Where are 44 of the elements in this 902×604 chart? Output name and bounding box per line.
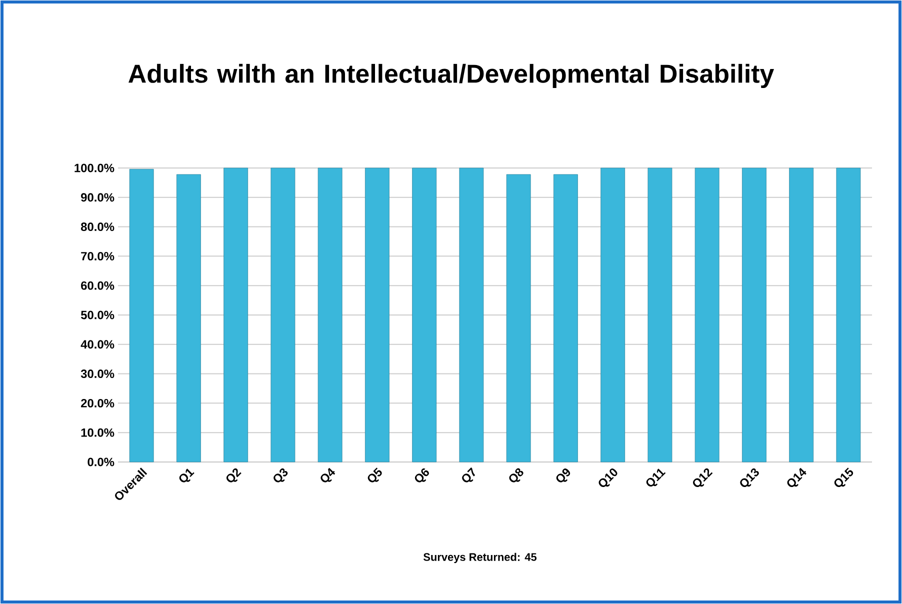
bar — [224, 168, 248, 462]
x-tick-label: Q3 — [274, 468, 288, 482]
y-tick-label: 20.0% — [81, 398, 114, 408]
x-tick-label: Q11 — [646, 468, 666, 487]
y-tick-label: 60.0% — [81, 281, 114, 290]
x-tick-label: Q4 — [320, 468, 336, 482]
y-tick-label: 80.0% — [80, 222, 114, 232]
x-tick-label: Q9 — [556, 468, 570, 482]
bar — [506, 174, 531, 462]
y-tick-label: 70.0% — [81, 252, 114, 260]
bar — [648, 168, 672, 462]
x-tick-label: Q2 — [226, 468, 242, 482]
bar — [553, 174, 578, 462]
y-tick-label: 0.0% — [88, 458, 114, 466]
bar — [694, 168, 720, 462]
y-tick-label: 90.0% — [81, 193, 114, 202]
y-tick-label: 30.0% — [80, 370, 114, 378]
bar — [836, 168, 861, 462]
x-tick-label: Q10 — [598, 468, 618, 488]
bar — [742, 168, 766, 462]
bar — [176, 174, 201, 462]
x-tick-label: Q1 — [179, 468, 194, 482]
x-tick-label: Q8 — [509, 468, 524, 482]
bar — [364, 168, 390, 462]
x-tick-label: Q14 — [787, 468, 806, 488]
x-tick-label: Q7 — [462, 467, 476, 482]
x-tick-label: Q5 — [368, 468, 382, 482]
y-tick-label: 50.0% — [80, 310, 114, 320]
bar — [600, 168, 626, 462]
bar — [789, 168, 814, 462]
bar — [459, 168, 484, 462]
bar — [270, 168, 296, 462]
x-tick-label: Q12 — [693, 468, 713, 488]
y-tick-label: 100.0% — [74, 164, 114, 172]
x-tick-label: Q6 — [414, 468, 429, 482]
y-tick-label: 40.0% — [80, 340, 114, 349]
text: Surveys Returned: 45 — [423, 552, 537, 564]
bar — [129, 168, 154, 462]
x-tick-label: Q15 — [834, 468, 854, 488]
y-tick-label: 10.0% — [81, 428, 114, 437]
bar — [412, 168, 437, 462]
bar — [318, 168, 342, 462]
x-tick-label: Q13 — [740, 468, 759, 488]
chart-title: Adults wilth an Intellectual/Developmental Disability — [128, 64, 774, 88]
